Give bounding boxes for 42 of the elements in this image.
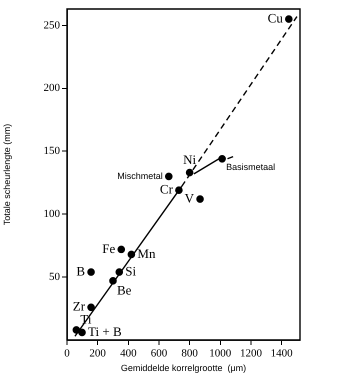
annotation: Basismetaal: [226, 162, 276, 172]
y-tick-label: 250: [44, 19, 60, 32]
annotation: Si: [125, 263, 136, 278]
point: [115, 268, 124, 276]
x-tick-label: 0: [64, 347, 70, 360]
point: [72, 326, 80, 334]
annotation: Cu: [268, 10, 284, 26]
point: [196, 195, 204, 203]
point: [117, 246, 126, 254]
annotation: Mn: [137, 246, 156, 261]
point: [285, 15, 293, 23]
x-tick-label: 200: [89, 347, 106, 360]
point: [109, 277, 117, 285]
point: [186, 168, 194, 176]
x-axis-title: Gemiddelde korrelgrootte (μm): [120, 363, 246, 374]
y-tick-label: 150: [44, 145, 60, 158]
x-tick-label: 600: [150, 347, 168, 360]
x-tick-label: 1200: [240, 347, 262, 360]
point: [78, 328, 86, 336]
annotation: Zr: [72, 298, 86, 314]
annotation: B: [76, 263, 86, 278]
point: [175, 186, 183, 194]
point: [128, 250, 136, 258]
point: [87, 303, 95, 312]
x-tick-label: 400: [120, 347, 138, 360]
annotation: Mischmetal: [117, 170, 163, 181]
annotation: Ni: [183, 152, 197, 168]
annotation: Cr: [160, 182, 174, 197]
x-tick-label: 1000: [209, 347, 232, 360]
point: [87, 268, 95, 276]
y-tick-label: 200: [44, 82, 60, 94]
y-tick-label: 50: [49, 270, 60, 283]
point: [164, 172, 173, 180]
annotation: Be: [116, 282, 132, 298]
y-axis-title: Totale scheurlengte (mm): [2, 124, 12, 226]
annotation: Fe: [102, 240, 116, 256]
annotation: V: [184, 190, 195, 206]
x-tick-label: 800: [181, 347, 198, 360]
annotation: Ti + B: [88, 324, 122, 339]
y-tick-label: 100: [44, 208, 60, 220]
x-tick-label: 1400: [270, 347, 294, 360]
point: [218, 154, 226, 163]
